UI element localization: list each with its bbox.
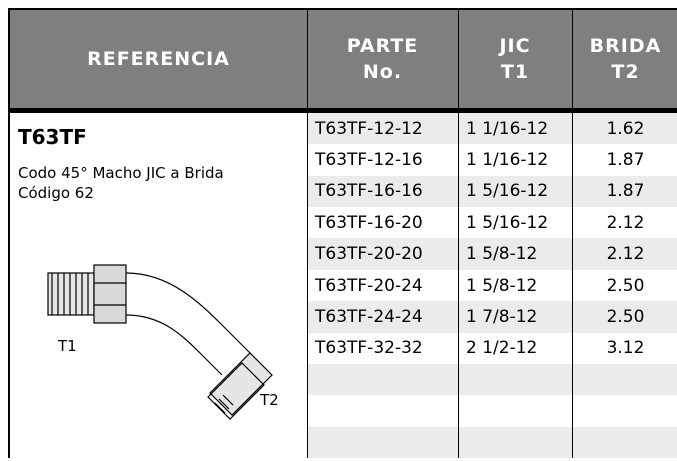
- table-cell: T63TF-16-16: [315, 181, 423, 202]
- table-cell: T63TF-32-32: [315, 338, 423, 359]
- table-cell: 2.12: [606, 244, 645, 265]
- table-row: [307, 363, 677, 396]
- table-cell: 2 1/2-12: [466, 338, 538, 359]
- table-row: [307, 426, 677, 459]
- reference-code: T63TF: [18, 125, 87, 149]
- table-cell: T63TF-20-24: [315, 275, 423, 296]
- table-row: T63TF-16-20 1 5/16-12 2.12: [307, 207, 677, 239]
- table-row: T63TF-20-20 1 5/8-12 2.12: [307, 238, 677, 270]
- table-cell: 1 5/16-12: [466, 212, 549, 233]
- reference-cell: T63TF Codo 45° Macho JIC a Brida Código …: [10, 113, 307, 458]
- header-cell: BRIDA T2: [572, 10, 677, 108]
- table-cell: 1 5/8-12: [466, 275, 538, 296]
- label-t2: T2: [259, 391, 279, 409]
- table-cell: 2.50: [606, 275, 645, 296]
- label-t1: T1: [57, 337, 77, 355]
- table: REFERENCIA PARTE No. JIC T1 BRIDA T2 T63…: [8, 8, 677, 459]
- header-rule: [10, 108, 677, 113]
- table-cell: 1.62: [606, 118, 645, 139]
- table-row: T63TF-20-24 1 5/8-12 2.50: [307, 269, 677, 302]
- table-cell: T63TF-20-20: [315, 244, 423, 265]
- table-cell: 1 7/8-12: [466, 306, 538, 327]
- table-cell: 1.87: [606, 150, 645, 171]
- table-cell: T63TF-12-16: [315, 150, 423, 171]
- table-row: T63TF-24-24 1 7/8-12 2.50: [307, 301, 677, 333]
- table-cell: 1 5/8-12: [466, 244, 538, 265]
- reference-description: Codo 45° Macho JIC a Brida Código 62: [18, 164, 224, 202]
- table-cell: 3.12: [606, 338, 645, 359]
- header-cell: PARTE No.: [307, 10, 458, 108]
- table-cell: 1 1/16-12: [466, 118, 549, 139]
- table-cell: 1.87: [606, 181, 645, 202]
- table-cell: T63TF-24-24: [315, 306, 423, 327]
- table-row: T63TF-12-16 1 1/16-12 1.87: [307, 144, 677, 176]
- table-cell: T63TF-12-12: [315, 118, 423, 139]
- table-cell: T63TF-16-20: [315, 212, 423, 233]
- table-row: T63TF-32-32 2 1/2-12 3.12: [307, 332, 677, 364]
- table-row: [307, 395, 677, 427]
- header-cell: JIC T1: [458, 10, 572, 108]
- column-line: [572, 10, 573, 458]
- header-cell: REFERENCIA: [10, 10, 307, 108]
- table-cell: 1 5/16-12: [466, 181, 549, 202]
- table-cell: 2.50: [606, 306, 645, 327]
- table-cell: 2.12: [606, 212, 645, 233]
- fitting-drawing: T1 T2: [47, 264, 279, 420]
- column-line: [458, 10, 459, 458]
- table-cell: 1 1/16-12: [466, 150, 549, 171]
- column-line: [307, 10, 308, 458]
- table-row: T63TF-16-16 1 5/16-12 1.87: [307, 175, 677, 208]
- table-row: T63TF-12-12 1 1/16-12 1.62: [307, 113, 677, 145]
